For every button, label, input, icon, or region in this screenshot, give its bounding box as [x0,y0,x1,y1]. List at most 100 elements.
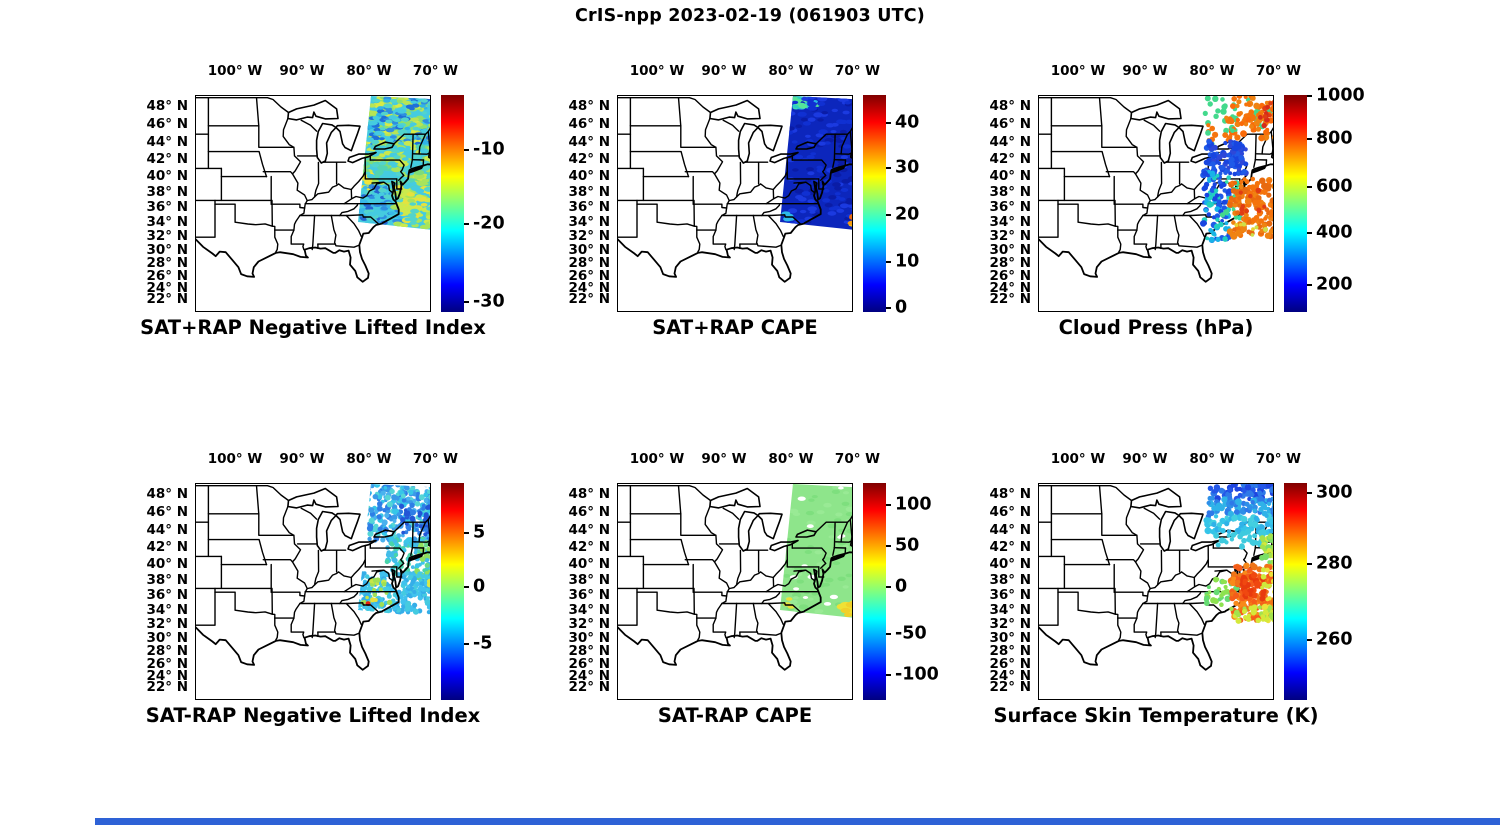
panel-3: 100° W 90° W 80° W 70° W 48° N 46° N 44° N 42° … [963,63,1364,355]
colorbar-tick-mark [886,166,891,169]
lat-tick-label: 30° N [568,629,610,646]
lon-tick-label: 80° W [346,63,392,79]
lat-tick-label: 46° N [146,504,188,521]
lat-tick-label: 36° N [146,199,188,215]
lat-tick-label: 48° N [568,98,610,114]
colorbar-gradient [863,483,886,700]
lat-tick-label: 26° N [146,267,188,284]
lat-tick-label: 40° N [989,555,1031,572]
lat-tick-label: 46° N [989,504,1031,521]
lat-tick-label: 28° N [568,255,610,271]
colorbar-tick-label: -5 [473,633,493,654]
lat-tick-label: 42° N [568,539,610,556]
lon-tick-label: 80° W [1189,451,1235,467]
colorbar-2: 40 30 20 10 0 [863,95,943,317]
map-3 [1038,95,1274,312]
colorbar-gradient [441,483,464,700]
colorbar-tick-mark [1307,283,1312,286]
colorbar-tick-mark [464,149,469,152]
lon-tick-label: 100° W [1050,451,1106,467]
colorbar-tick-mark [1307,491,1312,494]
lat-tick-label: 44° N [989,521,1031,538]
lat-tick-label: 42° N [989,151,1031,168]
lat-tick-label: 42° N [568,151,610,168]
panel-2: 100° W 90° W 80° W 70° W 48° N 46° N 44° N 42° … [542,63,942,355]
scatter-data-layer [780,484,853,618]
lon-tick-label: 90° W [279,451,325,467]
colorbar-tick-mark [1307,95,1312,98]
lon-tick-label: 70° W [834,451,881,467]
colorbar-tick-label: 50 [895,535,920,556]
lon-tick-label: 90° W [1122,451,1168,467]
lat-tick-label: 40° N [146,167,188,184]
map-4 [195,483,431,700]
lat-tick-label: 32° N [568,228,610,245]
colorbar-tick-mark [886,674,891,677]
lat-tick-label: 32° N [146,616,188,633]
lat-tick-label: 44° N [568,521,610,538]
lat-tick-label: 34° N [989,213,1031,230]
colorbar-tick-mark [886,306,891,309]
colorbar-tick-label: -30 [473,291,505,312]
lat-tick-label: 26° N [146,655,188,672]
colorbar-tick-mark [1307,231,1312,234]
colorbar-tick-label: 40 [895,112,920,133]
lon-tick-label: 70° W [1255,63,1302,79]
lat-tick-label: 34° N [146,601,188,618]
lat-tick-label: 40° N [568,167,610,184]
basemap-state-borders [195,485,431,671]
colorbar-tick-mark [464,586,469,589]
basemap-state-borders [195,97,431,283]
colorbar-gradient [863,95,886,312]
lat-tick-label: 48° N [146,486,188,502]
lat-tick-label: 44° N [568,133,610,150]
colorbar-tick-mark [886,632,891,635]
lat-tick-label: 36° N [568,199,610,215]
panel-title: SAT+RAP CAPE [652,316,818,339]
colorbar-tick-mark [886,544,891,547]
map-5 [617,483,853,700]
lat-tick-label: 24° N [989,279,1031,296]
lat-tick-label: 38° N [146,571,188,588]
lat-tick-label: 38° N [989,571,1031,588]
lat-tick-label: 30° N [989,629,1031,646]
basemap-state-borders [617,97,853,283]
lat-tick-label: 30° N [146,241,188,258]
colorbar-tick-label: 5 [473,522,486,543]
colorbar-tick-label: 260 [1316,629,1353,650]
colorbar-tick-label: 400 [1316,222,1353,243]
lon-tick-label: 80° W [1189,63,1235,79]
figure-title: CrIS-npp 2023-02-19 (061903 UTC) [574,6,926,26]
lat-tick-label: 36° N [146,587,188,603]
colorbar-tick-mark [886,503,891,506]
lat-tick-label: 22° N [568,679,610,696]
lat-tick-label: 34° N [568,213,610,230]
lat-tick-label: 24° N [568,279,610,296]
colorbar-tick-label: 20 [895,205,920,226]
lat-tick-label: 40° N [568,555,610,572]
colorbar-tick-label: 280 [1316,553,1353,574]
lat-tick-label: 46° N [146,116,188,133]
lon-tick-label: 90° W [701,451,747,467]
colorbar-tick-mark [464,642,469,645]
colorbar-tick-mark [886,122,891,125]
colorbar-tick-label: -100 [895,664,939,685]
colorbar-tick-mark [464,531,469,534]
colorbar-gradient [1284,95,1307,312]
lon-tick-label: 100° W [207,63,263,79]
lon-tick-label: 70° W [412,63,459,79]
lat-tick-label: 34° N [146,213,188,230]
colorbar-tick-label: -20 [473,213,505,234]
lat-tick-label: 22° N [989,291,1031,308]
lat-tick-label: 26° N [989,655,1031,672]
colorbar-tick-mark [464,223,469,226]
scatter-data-layer [1200,95,1274,243]
lon-tick-label: 100° W [207,451,263,467]
scatter-data-layer [358,484,431,615]
map-6 [1038,483,1274,700]
colorbar-gradient [1284,483,1307,700]
lat-tick-label: 32° N [146,228,188,245]
lat-tick-label: 38° N [989,183,1031,200]
lat-tick-label: 32° N [989,616,1031,633]
